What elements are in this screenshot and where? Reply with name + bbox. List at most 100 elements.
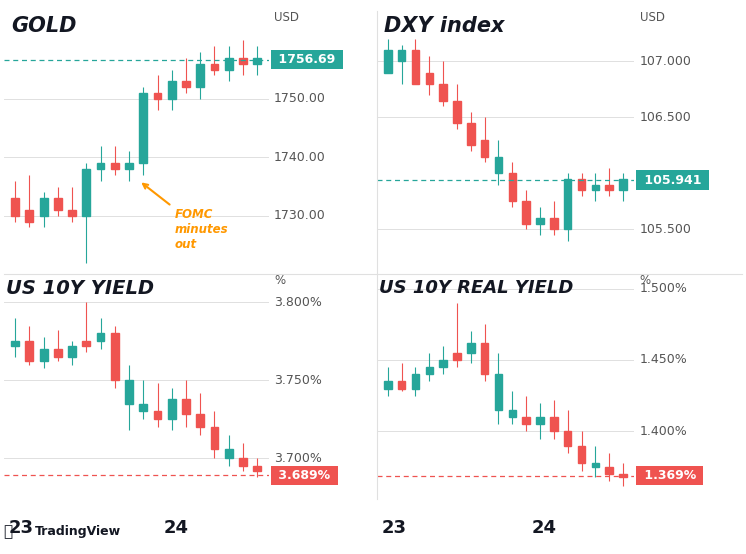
Bar xyxy=(196,414,204,427)
Bar xyxy=(40,198,48,216)
Bar xyxy=(439,360,447,367)
Bar xyxy=(550,417,558,432)
Text: 105.500: 105.500 xyxy=(639,223,692,236)
Text: USD: USD xyxy=(639,11,665,24)
Bar xyxy=(68,210,76,216)
Text: 23: 23 xyxy=(9,519,34,537)
Bar xyxy=(509,410,516,417)
Bar xyxy=(509,173,516,202)
Text: 24: 24 xyxy=(155,298,181,316)
Bar xyxy=(140,403,147,412)
Bar xyxy=(550,218,558,229)
Bar xyxy=(125,163,133,169)
Bar xyxy=(425,367,433,375)
Bar xyxy=(398,381,405,388)
Bar xyxy=(97,163,104,169)
Bar xyxy=(25,341,34,362)
Bar xyxy=(111,163,119,169)
Bar xyxy=(522,417,530,424)
Text: 23: 23 xyxy=(382,519,407,537)
Bar xyxy=(412,50,419,84)
Bar xyxy=(54,198,62,210)
Bar xyxy=(564,432,571,446)
Bar xyxy=(239,458,247,466)
Bar xyxy=(182,399,190,414)
Bar xyxy=(210,64,219,70)
Text: 1.400%: 1.400% xyxy=(639,425,687,438)
Bar xyxy=(40,349,48,362)
Bar xyxy=(253,466,261,470)
Bar xyxy=(467,123,474,146)
Text: 106.500: 106.500 xyxy=(639,111,692,124)
Text: 107.000: 107.000 xyxy=(639,55,692,68)
Text: 3.750%: 3.750% xyxy=(274,374,322,387)
Text: 24: 24 xyxy=(462,298,487,316)
Text: 3.700%: 3.700% xyxy=(274,452,322,465)
Text: 3.689%: 3.689% xyxy=(274,469,334,482)
Bar xyxy=(412,375,419,388)
Text: TradingView: TradingView xyxy=(35,525,121,538)
Text: 1.500%: 1.500% xyxy=(639,282,687,295)
Bar xyxy=(225,449,233,458)
Bar xyxy=(140,93,147,163)
Bar xyxy=(592,184,599,190)
Text: %: % xyxy=(639,274,651,287)
Bar xyxy=(384,50,392,73)
Bar xyxy=(11,198,19,216)
Bar xyxy=(253,58,261,64)
Text: 105.941: 105.941 xyxy=(639,173,706,187)
Bar xyxy=(210,427,219,449)
Text: 3.800%: 3.800% xyxy=(274,296,322,309)
Bar xyxy=(168,399,175,419)
Bar xyxy=(536,218,544,224)
Bar xyxy=(398,50,405,61)
Text: USD: USD xyxy=(274,11,299,24)
Text: ⧗: ⧗ xyxy=(4,524,13,540)
Bar xyxy=(82,341,90,346)
Bar xyxy=(522,202,530,224)
Bar xyxy=(439,84,447,101)
Bar xyxy=(68,346,76,357)
Bar xyxy=(168,81,175,99)
Bar xyxy=(154,93,161,99)
Bar xyxy=(467,343,474,353)
Text: 1756.69: 1756.69 xyxy=(274,53,339,66)
Bar xyxy=(425,73,433,84)
Bar xyxy=(384,381,392,388)
Text: FOMC
minutes
out: FOMC minutes out xyxy=(143,184,228,251)
Bar xyxy=(182,81,190,87)
Bar xyxy=(564,179,571,229)
Text: 24: 24 xyxy=(163,519,189,537)
Bar xyxy=(54,349,62,357)
Bar xyxy=(25,210,34,222)
Bar xyxy=(495,157,502,173)
Text: 1750.00: 1750.00 xyxy=(274,93,326,105)
Text: %: % xyxy=(274,274,285,287)
Text: 1740.00: 1740.00 xyxy=(274,151,326,164)
Text: US 10Y YIELD: US 10Y YIELD xyxy=(7,279,154,297)
Bar xyxy=(453,101,461,123)
Bar xyxy=(97,334,104,341)
Text: GOLD: GOLD xyxy=(12,17,77,37)
Text: US 10Y REAL YIELD: US 10Y REAL YIELD xyxy=(379,279,574,297)
Bar xyxy=(154,412,161,419)
Bar xyxy=(11,341,19,346)
Bar xyxy=(239,58,247,64)
Text: DXY index: DXY index xyxy=(384,17,505,37)
Bar xyxy=(111,334,119,380)
Bar xyxy=(481,343,489,375)
Bar xyxy=(606,467,613,474)
Text: 1.450%: 1.450% xyxy=(639,353,687,367)
Text: 24: 24 xyxy=(531,519,557,537)
Bar xyxy=(453,353,461,360)
Bar xyxy=(606,184,613,190)
Text: 1730.00: 1730.00 xyxy=(274,209,326,222)
Bar xyxy=(536,417,544,424)
Bar xyxy=(592,463,599,467)
Bar xyxy=(125,380,133,403)
Text: 1.369%: 1.369% xyxy=(639,469,700,482)
Bar xyxy=(82,169,90,216)
Bar xyxy=(196,64,204,87)
Bar xyxy=(481,140,489,157)
Bar xyxy=(225,58,233,70)
